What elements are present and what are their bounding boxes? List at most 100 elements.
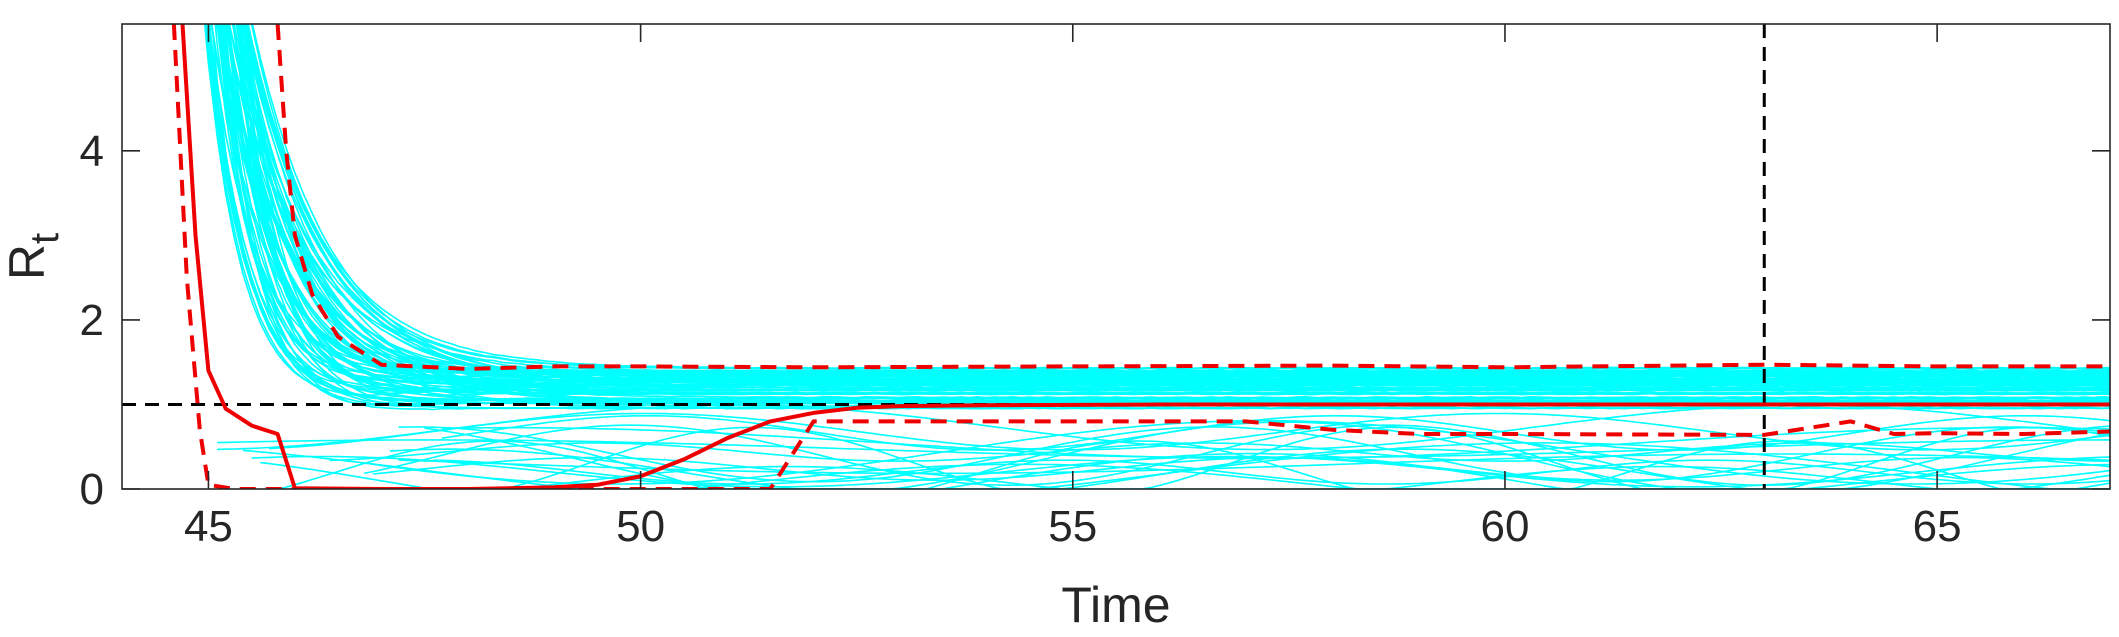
series-mean xyxy=(180,24,2110,489)
sample-trajectory xyxy=(218,24,2110,392)
y-axis-label-main: R xyxy=(0,244,55,280)
y-axis-label-subscript: t xyxy=(23,233,67,244)
sample-trajectory xyxy=(206,24,2110,411)
sample-trajectory xyxy=(222,24,2110,395)
plot-area xyxy=(122,24,2110,489)
sample-trajectory xyxy=(220,24,2110,402)
sample-trajectory xyxy=(226,24,2110,382)
sample-trajectory xyxy=(206,24,2110,402)
sample-trajectory xyxy=(215,24,2110,395)
x-tick-label: 45 xyxy=(184,502,233,551)
sample-trajectory xyxy=(217,24,2110,395)
sample-trajectory xyxy=(219,24,2110,382)
sample-trajectory xyxy=(205,24,2110,405)
sample-trajectory xyxy=(210,24,2110,387)
sample-trajectory xyxy=(227,24,2110,382)
sample-trajectory xyxy=(424,421,2110,489)
sample-trajectory xyxy=(218,24,2110,404)
sample-trajectory xyxy=(207,24,2110,405)
sample-trajectory xyxy=(220,24,2110,387)
sample-trajectory xyxy=(228,24,2110,383)
sample-trajectory xyxy=(226,24,2110,378)
sample-trajectory xyxy=(233,24,2110,376)
sample-trajectory xyxy=(236,24,2110,372)
sample-trajectory xyxy=(208,24,2110,402)
sample-trajectory xyxy=(236,24,2110,396)
sample-trajectory xyxy=(220,24,2110,403)
sample-trajectory xyxy=(244,24,2110,390)
y-tick-label: 2 xyxy=(80,296,104,345)
axes: 45 50 55 60 65 0 2 4 xyxy=(80,23,2111,551)
sample-trajectory xyxy=(363,419,2110,485)
sample-trajectory xyxy=(236,24,2110,374)
sample-trajectory xyxy=(205,24,2110,392)
x-tick-label: 60 xyxy=(1480,502,1529,551)
sample-trajectory xyxy=(224,24,2110,403)
sample-trajectory xyxy=(214,24,2110,381)
sample-trajectory xyxy=(226,24,2110,408)
sample-trajectory xyxy=(220,24,2110,404)
sample-trajectory xyxy=(204,24,2110,397)
sample-trajectory xyxy=(238,24,2110,389)
sample-trajectory xyxy=(260,452,2110,489)
sample-trajectory xyxy=(235,24,2110,404)
sample-trajectory xyxy=(246,24,2110,383)
sample-trajectory xyxy=(217,24,2110,385)
sample-trajectory xyxy=(242,24,2110,371)
sample-trajectory xyxy=(210,24,2110,376)
sample-trajectory xyxy=(243,24,2110,396)
sample-trajectory xyxy=(204,24,2110,406)
x-axis-label: Time xyxy=(1061,577,1170,633)
sample-trajectory xyxy=(219,24,2110,403)
sample-trajectory xyxy=(247,24,2110,390)
sample-trajectory xyxy=(245,24,2110,370)
sample-trajectory xyxy=(224,24,2110,373)
y-axis-label: Rt xyxy=(0,233,67,280)
sample-trajectory xyxy=(244,24,2110,404)
sample-trajectory xyxy=(250,24,2110,370)
sample-trajectory xyxy=(241,24,2110,377)
sample-trajectory xyxy=(242,24,2110,382)
sample-trajectory xyxy=(398,426,2110,483)
sample-trajectory xyxy=(239,24,2110,389)
sample-trajectory xyxy=(277,440,2110,489)
sample-trajectory xyxy=(233,24,2110,378)
sample-trajectory xyxy=(219,24,2110,378)
sample-trajectory xyxy=(364,463,2110,489)
sample-trajectory xyxy=(232,24,2110,375)
sample-trajectory xyxy=(223,24,2110,406)
x-tick-label: 65 xyxy=(1913,502,1962,551)
sample-trajectory xyxy=(205,24,2110,393)
sample-trajectory xyxy=(244,24,2110,386)
sample-trajectory xyxy=(215,24,2110,395)
sample-trajectory xyxy=(219,24,2110,392)
series-lower-bound xyxy=(171,24,2110,489)
sample-trajectory xyxy=(203,24,2110,410)
sample-trajectory xyxy=(241,24,2110,399)
sample-trajectory xyxy=(238,24,2110,410)
sample-trajectory xyxy=(232,24,2110,396)
sample-trajectory xyxy=(237,24,2110,382)
sample-trajectory xyxy=(441,415,2110,451)
sample-trajectory xyxy=(433,459,2110,485)
y-tick-label: 0 xyxy=(80,465,104,514)
sample-trajectory xyxy=(216,24,2110,376)
sample-trajectory xyxy=(232,24,2110,380)
sample-trajectory xyxy=(441,426,2110,460)
sample-trajectory xyxy=(241,24,2110,410)
sample-trajectory xyxy=(208,24,2110,373)
sample-trajectory xyxy=(450,426,2110,489)
sample-trajectory xyxy=(217,24,2110,384)
series-upper-bound xyxy=(275,24,2110,371)
sample-trajectory xyxy=(235,24,2110,403)
axes-box xyxy=(121,23,2111,490)
sample-trajectory xyxy=(216,24,2110,402)
sample-trajectory xyxy=(389,448,2110,489)
sample-trajectory xyxy=(398,453,2110,475)
sample-trajectory xyxy=(244,24,2110,370)
x-tick-label: 50 xyxy=(616,502,665,551)
sample-trajectory xyxy=(220,24,2110,374)
sample-trajectory xyxy=(227,24,2110,379)
sample-trajectory xyxy=(228,24,2110,382)
